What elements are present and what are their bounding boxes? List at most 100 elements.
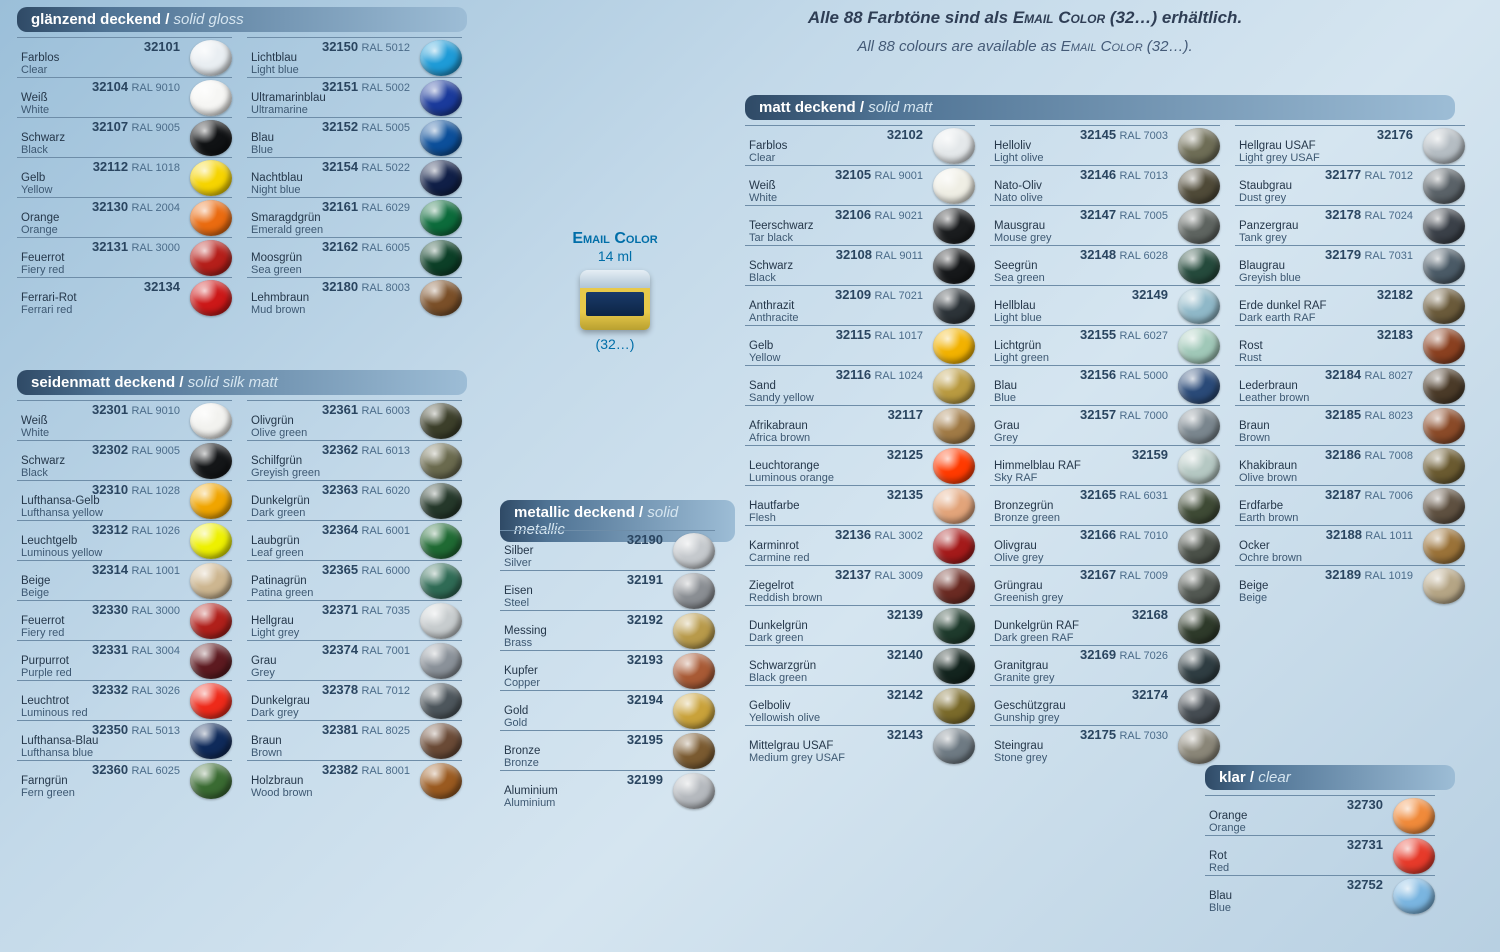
swatch-circle [1178,328,1220,364]
swatch-column: Hellgrau USAFLight grey USAF32176Staubgr… [1235,125,1465,605]
swatch-row: KupferCopper32193 [500,650,715,690]
swatch-circle [190,160,232,196]
swatch-code: 32162 RAL 6005 [322,239,414,254]
swatch-row: GelbYellow32115 RAL 1017 [745,325,975,365]
swatch-circle [1423,208,1465,244]
swatch-row: PurpurrotPurple red32331 RAL 3004 [17,640,232,680]
swatch-code: 32362 RAL 6013 [322,442,414,457]
swatch-name-en: Gold [504,717,673,729]
swatch-name-en: Brown [1239,432,1423,444]
swatch-code: 32115 RAL 1017 [836,327,927,342]
swatch-code: 32310 RAL 1028 [92,482,184,497]
swatch-circle [1178,728,1220,764]
swatch-name-en: Emerald green [251,224,420,236]
swatch-code: 32167 RAL 7009 [1080,567,1172,582]
swatch-code: 32180 RAL 8003 [322,279,414,294]
swatch-name-en: Brass [504,637,673,649]
swatch-name-en: Yellow [749,352,933,364]
swatch-name-en: Black [21,467,190,479]
swatch-name-en: Dark green [749,632,933,644]
swatch-row: MausgrauMouse grey32147 RAL 7005 [990,205,1220,245]
swatch-row: DunkelgrauDark grey32378 RAL 7012 [247,680,462,720]
swatch-name-en: Fiery red [21,264,190,276]
swatch-code: 32125 [887,447,927,462]
swatch-row: HolzbraunWood brown32382 RAL 8001 [247,760,462,800]
swatch-circle [420,483,462,519]
swatch-row: OlivgrünOlive green32361 RAL 6003 [247,400,462,440]
can-promo: Email Color 14 ml (32…) [520,230,710,352]
swatch-code: 32130 RAL 2004 [92,199,184,214]
swatch-name-en: Olive green [251,427,420,439]
swatch-circle [933,728,975,764]
swatch-circle [933,488,975,524]
swatch-row: LehmbraunMud brown32180 RAL 8003 [247,277,462,317]
swatch-row: BraunBrown32185 RAL 8023 [1235,405,1465,445]
swatch-name-en: Beige [1239,592,1423,604]
swatch-circle [673,613,715,649]
swatch-name-en: Purple red [21,667,190,679]
swatch-name-en: Light grey USAF [1239,152,1423,164]
swatch-name-en: Greenish grey [994,592,1178,604]
swatch-row: FarblosClear32102 [745,125,975,165]
swatch-circle [1423,248,1465,284]
swatch-circle [933,248,975,284]
swatch-row: GranitgrauGranite grey32169 RAL 7026 [990,645,1220,685]
swatch-name-en: Rust [1239,352,1423,364]
swatch-name-en: White [21,427,190,439]
swatch-row: GrüngrauGreenish grey32167 RAL 7009 [990,565,1220,605]
swatch-name-en: White [21,104,190,116]
swatch-circle [1178,608,1220,644]
swatch-column: WeißWhite32301 RAL 9010SchwarzBlack32302… [17,400,232,800]
swatch-code: 32107 RAL 9005 [92,119,184,134]
swatch-name-en: Grey [994,432,1178,444]
swatch-code: 32143 [887,727,927,742]
swatch-name-en: Fiery red [21,627,190,639]
swatch-name-en: Light blue [251,64,420,76]
swatch-code: 32371 RAL 7035 [322,602,414,617]
swatch-row: OrangeOrange32730 [1205,795,1435,835]
swatch-name-en: Sea green [994,272,1178,284]
swatch-row: SchwarzBlack32108 RAL 9011 [745,245,975,285]
section-header-silk: seidenmatt deckend / solid silk matt [17,370,467,395]
section-header-gloss: glänzend deckend / solid gloss [17,7,467,32]
swatch-name-en: Bronze green [994,512,1178,524]
swatch-code: 32112 RAL 1018 [93,159,184,174]
swatch-code: 32364 RAL 6001 [322,522,414,537]
swatch-name-en: Luminous yellow [21,547,190,559]
swatch-code: 32350 RAL 5013 [92,722,184,737]
swatch-name-en: Blue [251,144,420,156]
swatch-row: NachtblauNight blue32154 RAL 5022 [247,157,462,197]
headlines: Alle 88 Farbtöne sind als Email Color (3… [600,8,1450,55]
swatch-circle [1423,528,1465,564]
swatch-circle [420,443,462,479]
swatch-name-en: Night blue [251,184,420,196]
swatch-code: 32190 [627,532,667,547]
swatch-code: 32142 [887,687,927,702]
swatch-row: WeißWhite32105 RAL 9001 [745,165,975,205]
swatch-name-en: White [749,192,933,204]
swatch-name-en: Fern green [21,787,190,799]
swatch-code: 32192 [627,612,667,627]
swatch-row: SchilfgrünGreyish green32362 RAL 6013 [247,440,462,480]
swatch-name-en: Clear [749,152,933,164]
swatch-row: HellgrauLight grey32371 RAL 7035 [247,600,462,640]
swatch-code: 32332 RAL 3026 [92,682,184,697]
swatch-row: KarminrotCarmine red32136 RAL 3002 [745,525,975,565]
swatch-code: 32152 RAL 5005 [322,119,414,134]
swatch-name-en: Gunship grey [994,712,1178,724]
swatch-circle [1423,168,1465,204]
swatch-row: ZiegelrotReddish brown32137 RAL 3009 [745,565,975,605]
swatch-circle [190,723,232,759]
swatch-name-en: Light olive [994,152,1178,164]
swatch-row: SilberSilver32190 [500,530,715,570]
swatch-row: Himmelblau RAFSky RAF32159 [990,445,1220,485]
swatch-name-en: Aluminium [504,797,673,809]
swatch-circle [190,443,232,479]
swatch-name-en: Ultramarine [251,104,420,116]
swatch-name-en: Blue [994,392,1178,404]
swatch-row: FarblosClear32101 [17,37,232,77]
swatch-code: 32104 RAL 9010 [92,79,184,94]
swatch-name-en: Medium grey USAF [749,752,933,764]
section-header-matt: matt deckend / solid matt [745,95,1455,120]
swatch-code: 32191 [627,572,667,587]
